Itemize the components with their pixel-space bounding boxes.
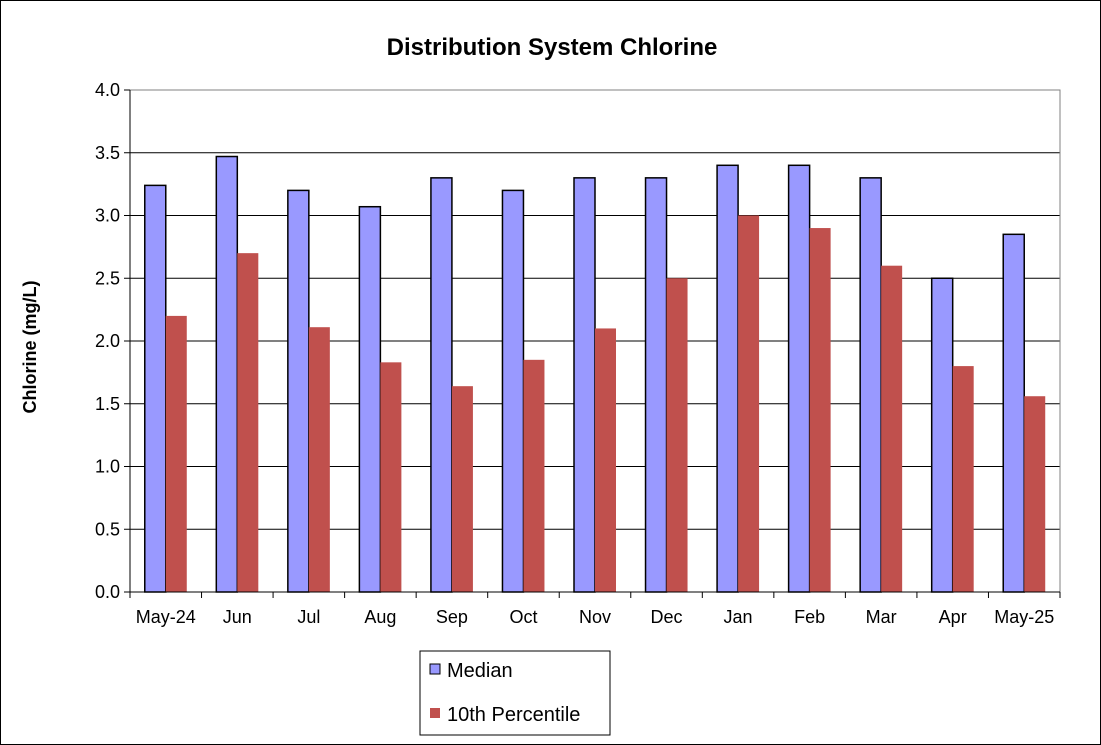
y-tick-label: 0.5 — [95, 519, 120, 539]
bar-median — [1002, 233, 1025, 593]
bar-median — [644, 177, 668, 593]
y-tick-label: 4.0 — [95, 80, 120, 100]
x-tick-label: Jun — [223, 607, 252, 627]
bar-10th-percentile — [380, 362, 402, 592]
x-tick-label: Feb — [794, 607, 825, 627]
y-tick-label: 1.0 — [95, 457, 120, 477]
y-tick-label: 0.0 — [95, 582, 120, 602]
legend: Median 10th Percentile — [419, 650, 611, 736]
bar-median — [430, 177, 453, 593]
bar-10th-percentile — [738, 215, 760, 592]
bar-median — [358, 205, 382, 593]
x-tick-label: Aug — [364, 607, 396, 627]
legend-swatch-median — [429, 663, 441, 675]
bar-10th-percentile — [237, 253, 259, 592]
tick-labels: 0.0 0.5 1.0 1.5 2.0 2.5 3.0 3.5 4.0 May-24 Jun Jul A… — [95, 80, 1061, 627]
bar-10th-percentile — [952, 366, 974, 592]
y-tick-label: 3.0 — [95, 206, 120, 226]
bar-median — [859, 177, 882, 593]
chart-title: Distribution System Chlorine — [387, 34, 718, 61]
y-tick-label: 2.0 — [95, 331, 120, 351]
bar-10th-percentile — [666, 278, 688, 592]
bar-median — [930, 277, 954, 593]
bar-10th-percentile — [595, 328, 616, 592]
bar-median — [144, 184, 167, 593]
legend-label-median: Median — [447, 660, 513, 682]
bar-10th-percentile — [881, 265, 903, 592]
bar-10th-percentile — [809, 228, 831, 593]
legend-box — [419, 650, 611, 736]
y-tick-label: 3.5 — [95, 143, 120, 163]
x-tick-label: May-24 — [136, 607, 196, 627]
bar-median — [787, 164, 811, 593]
x-tick-label: Jul — [297, 607, 320, 627]
x-tick-label: Sep — [436, 607, 468, 627]
y-tick-label: 2.5 — [95, 268, 120, 288]
x-tick-label: Dec — [651, 607, 683, 627]
x-tick-label: Oct — [509, 607, 537, 627]
y-axis-title: Chlorine (mg/L) — [20, 281, 40, 414]
bar-median — [573, 177, 596, 593]
x-tick-label: Jan — [724, 607, 753, 627]
bar-median — [501, 189, 525, 593]
bar-10th-percentile — [1024, 396, 1046, 592]
bars-layer — [144, 155, 1046, 593]
bar-10th-percentile — [165, 315, 187, 592]
bar-10th-percentile — [451, 386, 473, 592]
bar-10th-percentile — [523, 359, 545, 592]
x-tick-label: Mar — [866, 607, 897, 627]
bar-median — [716, 164, 739, 593]
y-tick-label: 1.5 — [95, 394, 120, 414]
x-tick-label: Nov — [579, 607, 611, 627]
bar-median — [215, 155, 239, 593]
legend-label-10th-percentile: 10th Percentile — [447, 704, 580, 726]
x-tick-label: May-25 — [994, 607, 1054, 627]
bar-median — [287, 189, 310, 593]
bar-10th-percentile — [308, 327, 330, 592]
legend-swatch-10th-percentile — [430, 708, 440, 718]
x-tick-label: Apr — [939, 607, 967, 627]
